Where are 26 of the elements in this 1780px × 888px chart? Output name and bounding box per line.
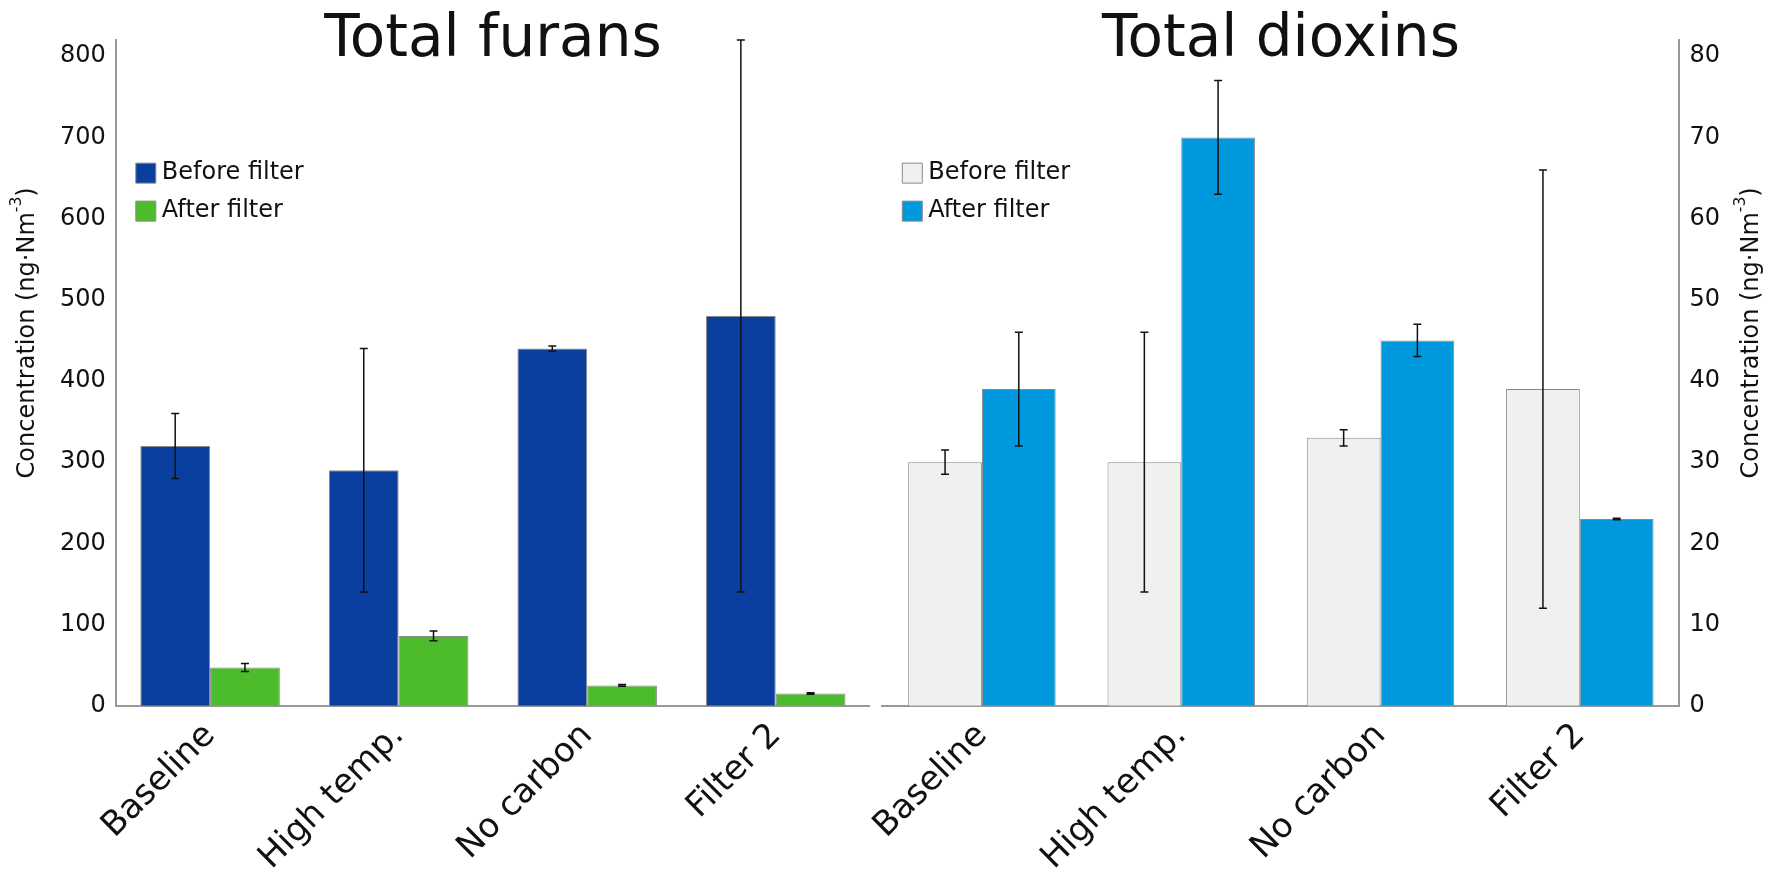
y-tick-label: 300 bbox=[60, 446, 106, 475]
y2-tick-label: 10 bbox=[1689, 608, 1721, 637]
chart-title: Total dioxins bbox=[1100, 2, 1460, 71]
y-axis-title: Concentration (ng·Nm-3) bbox=[7, 187, 41, 479]
y2-tick-label: 50 bbox=[1689, 284, 1721, 313]
legend-label: Before filter bbox=[928, 157, 1071, 186]
y2-axis-title: Concentration (ng·Nm-3) bbox=[1731, 187, 1765, 479]
y2-tick-label: 30 bbox=[1689, 446, 1721, 475]
y-tick-label: 0 bbox=[90, 689, 106, 718]
y2-tick-label: 20 bbox=[1689, 527, 1721, 556]
y2-tick-label: 70 bbox=[1689, 121, 1721, 150]
y-tick-label: 700 bbox=[60, 121, 106, 150]
y-tick-label: 600 bbox=[60, 202, 106, 231]
chart-title: Total furans bbox=[323, 2, 662, 71]
y2-tick-label: 80 bbox=[1689, 40, 1721, 69]
y2-tick-label: 0 bbox=[1689, 689, 1705, 718]
legend-label: After filter bbox=[928, 195, 1050, 224]
y-tick-label: 800 bbox=[60, 40, 106, 69]
legend-label: After filter bbox=[161, 195, 284, 224]
y-tick-label: 500 bbox=[60, 284, 106, 313]
y-tick-label: 400 bbox=[60, 365, 106, 394]
y2-tick-label: 40 bbox=[1689, 365, 1721, 394]
y-tick-label: 100 bbox=[60, 608, 106, 637]
legend-label: Before filter bbox=[161, 157, 304, 186]
y-tick-label: 200 bbox=[60, 527, 106, 556]
y2-tick-label: 60 bbox=[1689, 202, 1721, 231]
